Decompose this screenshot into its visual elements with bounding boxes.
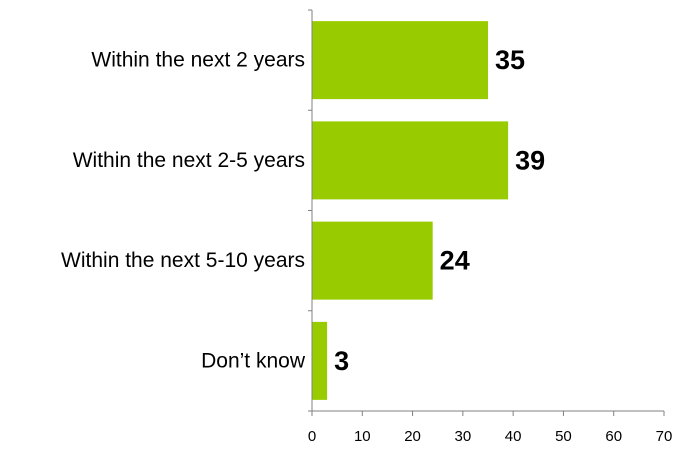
data-label-0: 35 <box>495 45 525 75</box>
bar-2 <box>312 221 433 300</box>
x-tick-label-5: 50 <box>555 428 572 445</box>
bar-1 <box>312 121 509 200</box>
bar-3 <box>312 321 328 400</box>
x-tick-label-3: 30 <box>455 428 472 445</box>
category-label-0: Within the next 2 years <box>91 49 305 72</box>
x-tick-label-1: 10 <box>354 428 371 445</box>
category-labels: Within the next 2 years Within the next 2… <box>61 49 306 373</box>
category-label-1: Within the next 2-5 years <box>73 149 305 172</box>
x-tick-label-2: 20 <box>404 428 421 445</box>
bars-layer <box>312 21 509 400</box>
x-tick-label-4: 40 <box>505 428 522 445</box>
x-tick-label-6: 60 <box>605 428 622 445</box>
data-label-2: 24 <box>440 246 470 276</box>
x-ticks: 0 10 20 30 40 50 60 70 <box>308 9 673 445</box>
bar-0 <box>312 21 488 100</box>
x-tick-label-0: 0 <box>308 428 316 445</box>
data-label-1: 39 <box>515 145 545 175</box>
x-tick-label-7: 70 <box>656 428 673 445</box>
data-label-3: 3 <box>334 346 349 376</box>
category-label-2: Within the next 5-10 years <box>61 249 305 272</box>
data-labels: 35 39 24 3 <box>334 45 545 376</box>
category-label-3: Don’t know <box>201 349 306 372</box>
